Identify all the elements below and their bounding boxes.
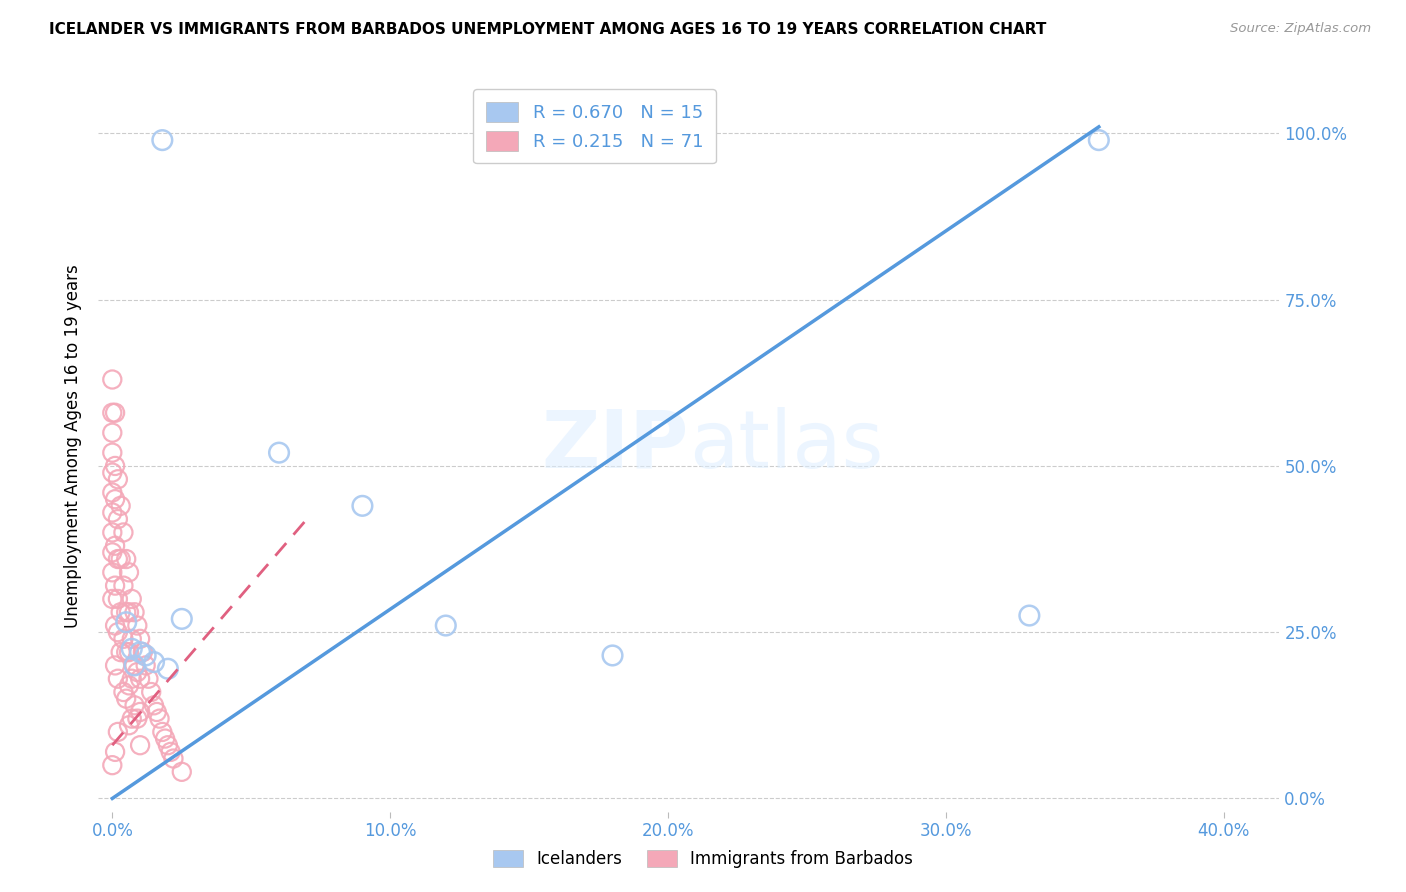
Point <box>1088 133 1111 147</box>
Point <box>104 618 127 632</box>
Point <box>110 645 132 659</box>
Point <box>129 738 152 752</box>
Point <box>112 525 135 540</box>
Point <box>104 539 127 553</box>
Point <box>110 499 132 513</box>
Point <box>156 662 179 676</box>
Point <box>141 685 163 699</box>
Point <box>434 618 457 632</box>
Point <box>104 492 127 507</box>
Text: ZIP: ZIP <box>541 407 689 485</box>
Point <box>101 525 124 540</box>
Legend: Icelanders, Immigrants from Barbados: Icelanders, Immigrants from Barbados <box>486 843 920 875</box>
Point <box>115 691 138 706</box>
Point <box>129 645 152 659</box>
Point <box>132 645 155 659</box>
Point <box>124 658 146 673</box>
Point <box>101 591 124 606</box>
Point <box>129 705 152 719</box>
Point <box>170 612 193 626</box>
Point <box>352 499 374 513</box>
Point <box>104 658 127 673</box>
Point <box>101 506 124 520</box>
Point <box>118 645 141 659</box>
Point <box>118 566 141 580</box>
Point <box>602 648 624 663</box>
Point <box>148 712 170 726</box>
Point <box>121 672 143 686</box>
Point <box>115 615 138 630</box>
Point <box>135 648 157 663</box>
Point <box>129 632 152 646</box>
Point <box>118 605 141 619</box>
Point <box>107 552 129 566</box>
Point <box>107 591 129 606</box>
Point <box>112 632 135 646</box>
Point <box>107 672 129 686</box>
Text: ICELANDER VS IMMIGRANTS FROM BARBADOS UNEMPLOYMENT AMONG AGES 16 TO 19 YEARS COR: ICELANDER VS IMMIGRANTS FROM BARBADOS UN… <box>49 22 1046 37</box>
Point <box>150 133 173 147</box>
Point <box>146 705 169 719</box>
Point <box>150 725 173 739</box>
Point <box>162 751 184 765</box>
Point <box>143 698 166 713</box>
Point <box>121 641 143 656</box>
Point <box>101 485 124 500</box>
Point <box>118 678 141 692</box>
Y-axis label: Unemployment Among Ages 16 to 19 years: Unemployment Among Ages 16 to 19 years <box>65 264 83 628</box>
Point <box>107 512 129 526</box>
Text: Source: ZipAtlas.com: Source: ZipAtlas.com <box>1230 22 1371 36</box>
Point <box>112 685 135 699</box>
Point <box>153 731 176 746</box>
Point <box>124 658 146 673</box>
Point <box>101 406 124 420</box>
Point <box>101 566 124 580</box>
Point <box>101 425 124 440</box>
Point <box>127 712 149 726</box>
Point <box>121 712 143 726</box>
Point <box>101 445 124 459</box>
Point <box>267 445 290 459</box>
Point <box>101 372 124 386</box>
Point <box>127 618 149 632</box>
Text: atlas: atlas <box>689 407 883 485</box>
Point <box>118 718 141 732</box>
Point <box>112 579 135 593</box>
Point <box>129 672 152 686</box>
Point <box>101 466 124 480</box>
Point <box>101 545 124 559</box>
Point <box>170 764 193 779</box>
Point <box>124 698 146 713</box>
Point <box>104 745 127 759</box>
Point <box>143 655 166 669</box>
Point <box>101 758 124 772</box>
Point <box>110 605 132 619</box>
Point <box>121 591 143 606</box>
Point <box>115 605 138 619</box>
Point <box>135 658 157 673</box>
Point <box>104 458 127 473</box>
Point <box>107 472 129 486</box>
Legend: R = 0.670   N = 15, R = 0.215   N = 71: R = 0.670 N = 15, R = 0.215 N = 71 <box>472 89 716 163</box>
Point <box>104 406 127 420</box>
Point <box>138 672 160 686</box>
Point <box>121 632 143 646</box>
Point <box>1018 608 1040 623</box>
Point <box>156 738 179 752</box>
Point <box>110 552 132 566</box>
Point <box>107 725 129 739</box>
Point <box>159 745 181 759</box>
Point <box>107 625 129 640</box>
Point <box>124 605 146 619</box>
Point <box>104 579 127 593</box>
Point <box>115 552 138 566</box>
Point <box>127 665 149 679</box>
Point <box>115 645 138 659</box>
